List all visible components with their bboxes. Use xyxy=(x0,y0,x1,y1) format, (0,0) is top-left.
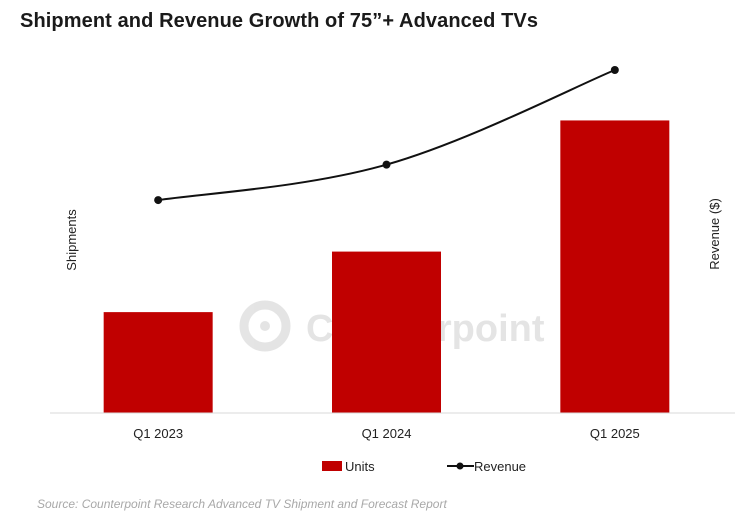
bar-units-0 xyxy=(103,312,213,413)
bar-units-1 xyxy=(332,251,441,413)
y-axis-label-right: Revenue ($) xyxy=(707,198,722,270)
legend-units-label: Units xyxy=(345,459,375,474)
x-tick-label-2: Q1 2025 xyxy=(590,426,640,441)
x-tick-labels: Q1 2023 Q1 2024 Q1 2025 xyxy=(133,426,640,441)
y-axis-label-left: Shipments xyxy=(64,209,79,271)
legend-units-swatch xyxy=(322,461,342,471)
watermark-logo-dot xyxy=(260,321,270,331)
bar-units-2 xyxy=(560,120,670,414)
legend-revenue-marker xyxy=(456,462,464,470)
watermark-logo-icon xyxy=(239,300,291,352)
source-note: Source: Counterpoint Research Advanced T… xyxy=(37,497,447,511)
revenue-point-0 xyxy=(154,196,163,205)
chart-title: Shipment and Revenue Growth of 75”+ Adva… xyxy=(20,10,539,32)
x-tick-label-1: Q1 2024 xyxy=(362,426,412,441)
revenue-point-2 xyxy=(610,66,619,74)
revenue-point-1 xyxy=(382,160,391,169)
x-tick-label-0: Q1 2023 xyxy=(133,426,183,441)
legend: Units Revenue xyxy=(322,459,526,474)
legend-revenue-label: Revenue xyxy=(474,459,526,474)
bar-series xyxy=(103,120,670,414)
revenue-line-path xyxy=(158,69,616,202)
line-series xyxy=(154,66,619,205)
